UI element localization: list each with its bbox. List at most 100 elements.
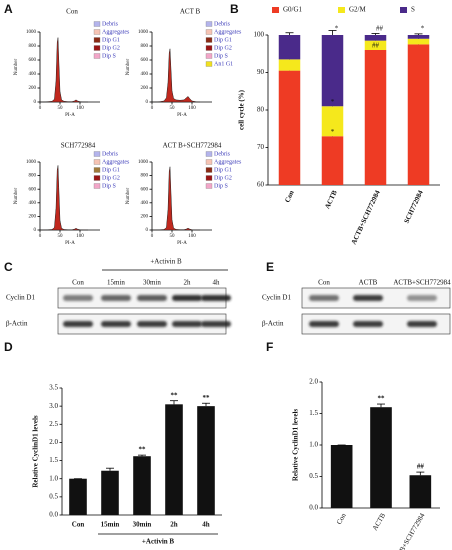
legend-swatch: [205, 159, 213, 165]
band: [407, 295, 437, 301]
chart-title: ACT B: [180, 8, 201, 16]
y-tick-label: 100: [254, 31, 265, 39]
x-axis-label: PI-A: [65, 241, 75, 246]
band: [309, 295, 339, 301]
legend-label: Dip S: [214, 53, 228, 59]
band: [201, 321, 231, 327]
legend-label: Dip G2: [102, 45, 120, 51]
x-tick-label: 50: [58, 106, 64, 111]
y-tick-label: 1.5: [309, 409, 318, 417]
histogram-area: [151, 48, 201, 103]
band: [172, 295, 202, 301]
x-tick-label: 15min: [101, 521, 120, 529]
lane-label: 4h: [213, 279, 221, 287]
legend-label: Aggregates: [102, 159, 130, 165]
y-axis-label: Relative CyclinD1 levels: [292, 409, 300, 482]
annotation: ##: [376, 25, 384, 33]
legend-label: Dip G2: [102, 175, 120, 181]
y-tick-label: 1.5: [49, 456, 58, 464]
bar-segment: [407, 44, 430, 185]
y-tick-label: 0.0: [309, 504, 318, 512]
band: [309, 321, 339, 327]
legend-swatch: [93, 175, 101, 181]
legend-label: Debris: [214, 151, 231, 157]
y-axis-label: cell cycle (%): [238, 89, 246, 130]
x-tick-label: SCH772984: [403, 189, 425, 225]
x-tick-label: 50: [170, 106, 176, 111]
x-tick-label: Con: [72, 521, 85, 529]
legend-swatch: [205, 21, 213, 27]
legend-swatch: [93, 183, 101, 189]
row-label: Cyclin D1: [6, 294, 35, 302]
legend-swatch: [338, 7, 345, 13]
y-tick-label: 0: [146, 228, 149, 233]
annotation: **: [139, 446, 147, 454]
legend-label: Dip G2: [214, 45, 232, 51]
legend-swatch: [93, 21, 101, 27]
bar-segment: [278, 35, 301, 60]
bar: [133, 456, 151, 515]
annotation: ##: [372, 42, 380, 50]
y-tick-label: 80: [257, 106, 265, 114]
band: [353, 321, 383, 327]
bars: [278, 30, 430, 185]
bar: [69, 478, 87, 515]
bar-segment: [278, 59, 301, 71]
y-tick-label: 1000: [138, 160, 149, 165]
x-tick-label: Con: [335, 511, 348, 526]
bar-segment: [407, 35, 430, 39]
legend-label: S: [411, 6, 415, 14]
row-label: β-Actin: [262, 320, 284, 328]
x-tick-label: 50: [170, 234, 176, 239]
panel-label: D: [4, 340, 13, 354]
band: [137, 295, 167, 301]
chart-title: ACT B+SCH772984: [163, 142, 222, 150]
x-tick-label: 100: [76, 234, 84, 239]
legend-label: Aggregates: [214, 29, 242, 35]
y-tick-label: 1.0: [309, 441, 318, 449]
y-tick-label: 0: [34, 100, 37, 105]
y-tick-label: 1000: [26, 30, 37, 35]
panel-label: E: [266, 260, 274, 274]
legend-swatch: [205, 53, 213, 59]
legend-swatch: [205, 183, 213, 189]
y-tick-label: 0.0: [49, 511, 58, 519]
bar-segment: [321, 35, 344, 107]
x-tick-label: 100: [76, 106, 84, 111]
y-tick-label: 600: [141, 187, 149, 192]
histogram-area: [39, 165, 89, 231]
y-tick-label: 800: [29, 174, 37, 179]
y-tick-label: 600: [141, 58, 149, 63]
lane-label: Con: [72, 279, 84, 287]
annotation: ##: [417, 463, 425, 471]
chart-title: SCH772984: [61, 142, 96, 150]
annotation: *: [421, 25, 425, 33]
legend-label: Dip S: [102, 183, 116, 189]
bar-segment: [364, 40, 387, 50]
annotation: **: [203, 394, 211, 402]
y-tick-label: 600: [29, 187, 37, 192]
bar: [370, 407, 392, 508]
bar-segment: [321, 136, 344, 185]
x-tick-label: 2h: [170, 521, 178, 529]
y-tick-label: 400: [29, 201, 37, 206]
bar: [409, 475, 432, 508]
y-tick-label: 60: [257, 181, 265, 189]
legend-swatch: [272, 7, 279, 13]
band: [63, 321, 93, 327]
x-tick-label: ACTB+SCH772984: [391, 511, 427, 550]
band: [63, 295, 93, 301]
legend-label: G0/G1: [283, 6, 303, 14]
y-tick-label: 800: [141, 174, 149, 179]
legend-label: G2/M: [349, 6, 367, 14]
legend-label: Debris: [214, 21, 231, 27]
band: [172, 321, 202, 327]
bar: [330, 445, 353, 508]
lane-label: ACTB: [359, 279, 378, 287]
annotation: *: [335, 25, 339, 33]
lane-label: 2h: [184, 279, 192, 287]
legend-swatch: [205, 167, 213, 173]
annotation: *: [331, 128, 335, 136]
y-tick-label: 0.5: [309, 472, 318, 480]
